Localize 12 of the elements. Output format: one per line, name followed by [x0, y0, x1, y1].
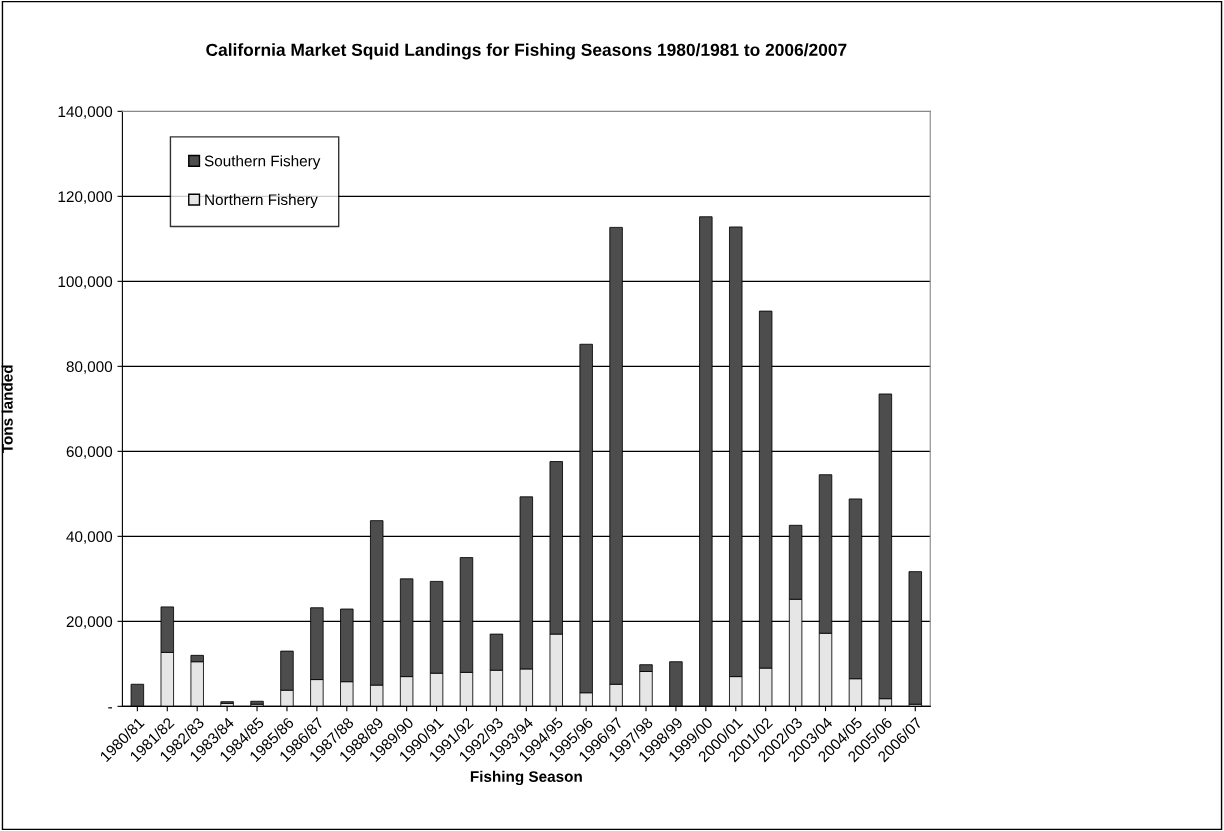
y-tick-label: 60,000	[66, 446, 113, 459]
chart-title: California Market Squid Landings for Fishing Seasons 1980/1981 to 2006/2007	[206, 43, 847, 60]
y-tick-label: 100,000	[58, 276, 113, 289]
y-tick-label: 40,000	[66, 531, 113, 544]
y-tick-label: 140,000	[58, 106, 113, 119]
y-tick-label: 120,000	[58, 191, 113, 204]
legend-label: Northern Fishery	[205, 193, 318, 209]
x-axis-title: Fishing Season	[470, 770, 582, 786]
y-tick-label: 20,000	[66, 616, 113, 629]
y-tick-label: 80,000	[66, 361, 113, 374]
y-tick-label: -	[108, 707, 112, 709]
legend-label: Southern Fishery	[204, 155, 321, 170]
